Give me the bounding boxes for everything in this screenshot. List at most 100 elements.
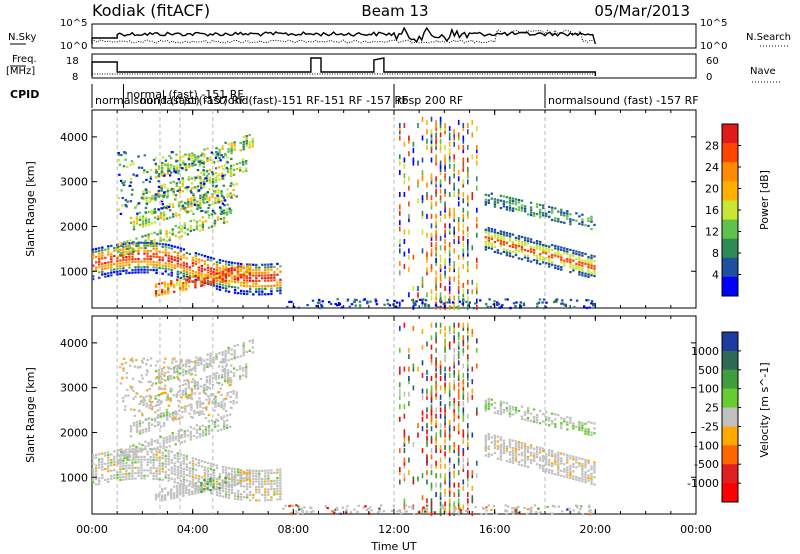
heat-cell xyxy=(167,283,170,286)
heat-cell xyxy=(535,240,539,243)
heat-cell xyxy=(138,419,142,423)
heat-cell xyxy=(448,192,451,197)
heat-cell xyxy=(484,243,487,246)
heat-cell xyxy=(122,369,125,372)
heat-cell xyxy=(164,476,167,479)
heat-cell xyxy=(129,239,132,242)
heat-cell xyxy=(435,270,437,276)
heat-cell xyxy=(557,250,560,253)
heat-cell xyxy=(471,154,474,160)
heat-cell xyxy=(490,508,493,511)
heat-cell xyxy=(236,356,239,359)
heat-cell xyxy=(403,123,406,128)
heat-cell xyxy=(514,200,518,203)
heat-cell xyxy=(487,438,490,441)
heat-cell xyxy=(183,224,186,227)
heat-cell xyxy=(162,439,165,442)
heat-cell xyxy=(578,457,581,460)
heat-cell xyxy=(462,391,465,397)
heat-cell xyxy=(150,210,154,213)
heat-cell xyxy=(444,257,446,263)
heat-cell xyxy=(453,325,455,331)
heat-cell xyxy=(444,173,446,179)
heat-cell xyxy=(185,455,188,458)
heat-cell xyxy=(448,151,451,157)
heat-cell xyxy=(270,482,273,485)
heat-cell xyxy=(167,460,170,463)
heat-cell xyxy=(493,200,497,203)
heat-cell xyxy=(224,355,227,358)
heat-cell xyxy=(116,270,119,273)
heat-cell xyxy=(174,234,177,237)
heat-cell xyxy=(499,232,503,235)
heat-cell xyxy=(435,419,437,425)
heat-cell xyxy=(170,280,173,283)
heat-cell xyxy=(140,455,143,458)
heat-cell xyxy=(508,441,512,444)
heat-cell xyxy=(511,245,515,248)
heat-cell xyxy=(173,465,176,468)
heat-cell xyxy=(439,510,442,516)
heat-cell xyxy=(161,470,164,473)
heat-cell xyxy=(267,293,270,296)
heat-cell xyxy=(167,167,170,170)
heat-cell xyxy=(279,479,282,482)
colorbar-tick-label: 20 xyxy=(705,183,719,196)
heat-cell xyxy=(197,491,200,494)
heat-cell xyxy=(104,267,107,270)
heat-cell xyxy=(142,192,145,196)
heat-cell xyxy=(467,398,469,403)
heat-cell xyxy=(166,164,169,167)
heat-cell xyxy=(453,329,455,334)
heat-cell xyxy=(167,246,170,249)
heat-cell xyxy=(179,453,182,456)
heat-cell xyxy=(444,416,446,422)
heat-cell xyxy=(426,254,428,260)
heat-cell xyxy=(245,375,248,378)
heat-cell xyxy=(365,509,369,512)
heat-cell xyxy=(143,268,146,271)
heat-cell xyxy=(309,510,313,513)
heat-cell xyxy=(511,461,515,464)
heat-cell xyxy=(251,137,254,141)
heat-cell xyxy=(264,483,267,486)
heat-cell xyxy=(467,354,469,360)
heat-cell xyxy=(227,267,230,271)
heat-cell xyxy=(248,478,251,481)
heat-cell xyxy=(435,482,437,488)
heat-cell xyxy=(161,454,164,457)
heat-cell xyxy=(435,388,437,394)
heat-cell xyxy=(476,460,478,466)
heat-cell xyxy=(532,447,536,450)
heat-cell xyxy=(563,262,566,265)
heat-cell xyxy=(426,213,428,219)
heat-cell xyxy=(214,378,218,381)
heat-cell xyxy=(185,479,188,482)
heat-cell xyxy=(116,267,119,271)
heat-cell xyxy=(435,295,437,301)
colorbar-cell xyxy=(722,464,738,484)
heat-cell xyxy=(526,249,530,253)
heat-cell xyxy=(414,303,417,306)
heat-cell xyxy=(202,389,206,392)
heat-cell xyxy=(132,225,136,228)
heat-cell xyxy=(92,457,95,460)
heat-cell xyxy=(459,509,462,512)
heat-cell xyxy=(196,387,200,390)
heat-cell xyxy=(539,243,542,246)
heat-cell xyxy=(462,347,465,353)
heat-cell xyxy=(444,301,446,307)
heat-cell xyxy=(206,274,209,277)
heat-cell xyxy=(399,270,401,276)
heat-cell xyxy=(545,468,548,471)
heat-cell xyxy=(135,455,138,458)
heat-cell xyxy=(426,407,428,413)
heat-cell xyxy=(171,417,174,420)
heat-cell xyxy=(490,227,493,231)
heat-cell xyxy=(412,363,415,369)
heat-cell xyxy=(444,410,446,416)
heat-cell xyxy=(136,366,140,369)
heat-cell xyxy=(220,172,224,175)
heat-cell xyxy=(408,176,410,182)
heat-cell xyxy=(163,183,166,186)
